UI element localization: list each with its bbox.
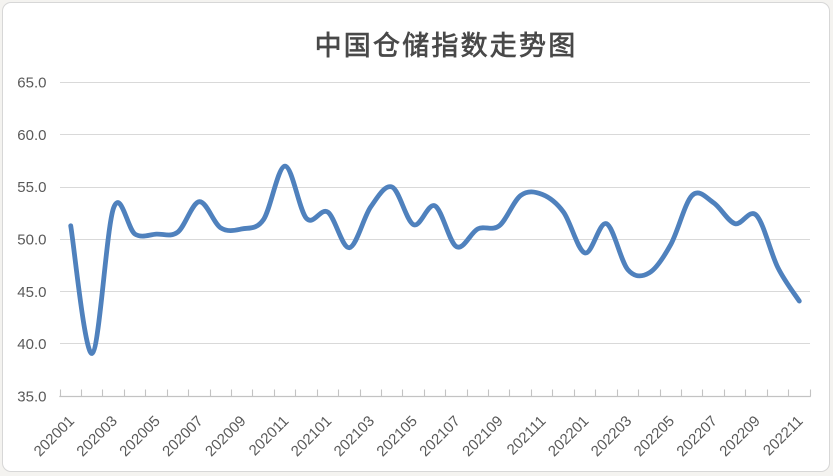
x-axis-labels: 2020012020032020052020072020092020112021… bbox=[31, 413, 807, 460]
x-axis-label-202009: 202009 bbox=[202, 413, 249, 460]
x-axis-label-202001: 202001 bbox=[31, 413, 78, 460]
x-axis-label-202109: 202109 bbox=[459, 413, 506, 460]
x-axis-label-202105: 202105 bbox=[373, 413, 420, 460]
gridlines bbox=[60, 81, 810, 345]
y-axis-label-65.0: 65.0 bbox=[17, 75, 46, 92]
x-axis-label-202111: 202111 bbox=[504, 413, 550, 459]
x-axis bbox=[59, 389, 812, 398]
x-axis-label-202203: 202203 bbox=[588, 413, 635, 460]
y-axis-label-60.0: 60.0 bbox=[17, 127, 46, 144]
x-axis-label-202211: 202211 bbox=[760, 413, 807, 460]
x-axis-label-202201: 202201 bbox=[545, 413, 592, 460]
x-axis-label-202207: 202207 bbox=[673, 413, 720, 460]
y-axis-label-45.0: 45.0 bbox=[17, 284, 46, 301]
x-axis-label-202103: 202103 bbox=[331, 413, 378, 460]
x-axis-label-202209: 202209 bbox=[716, 413, 763, 460]
y-axis-label-55.0: 55.0 bbox=[17, 179, 46, 196]
x-axis-label-202005: 202005 bbox=[116, 413, 163, 460]
y-axis-label-35.0: 35.0 bbox=[17, 389, 46, 406]
x-axis-label-202011: 202011 bbox=[246, 413, 293, 460]
x-axis-label-202003: 202003 bbox=[73, 413, 120, 460]
y-axis-label-50.0: 50.0 bbox=[17, 232, 46, 249]
x-axis-label-202205: 202205 bbox=[631, 413, 678, 460]
y-axis-label-40.0: 40.0 bbox=[17, 336, 46, 353]
x-axis-label-202107: 202107 bbox=[416, 413, 463, 460]
series-line-warehousing-index bbox=[68, 163, 802, 356]
y-axis-labels: 35.0 40.0 45.0 50.0 55.0 60.0 65.0 bbox=[17, 75, 46, 406]
x-axis-label-202101: 202101 bbox=[288, 413, 335, 460]
x-axis-label-202007: 202007 bbox=[159, 413, 206, 460]
